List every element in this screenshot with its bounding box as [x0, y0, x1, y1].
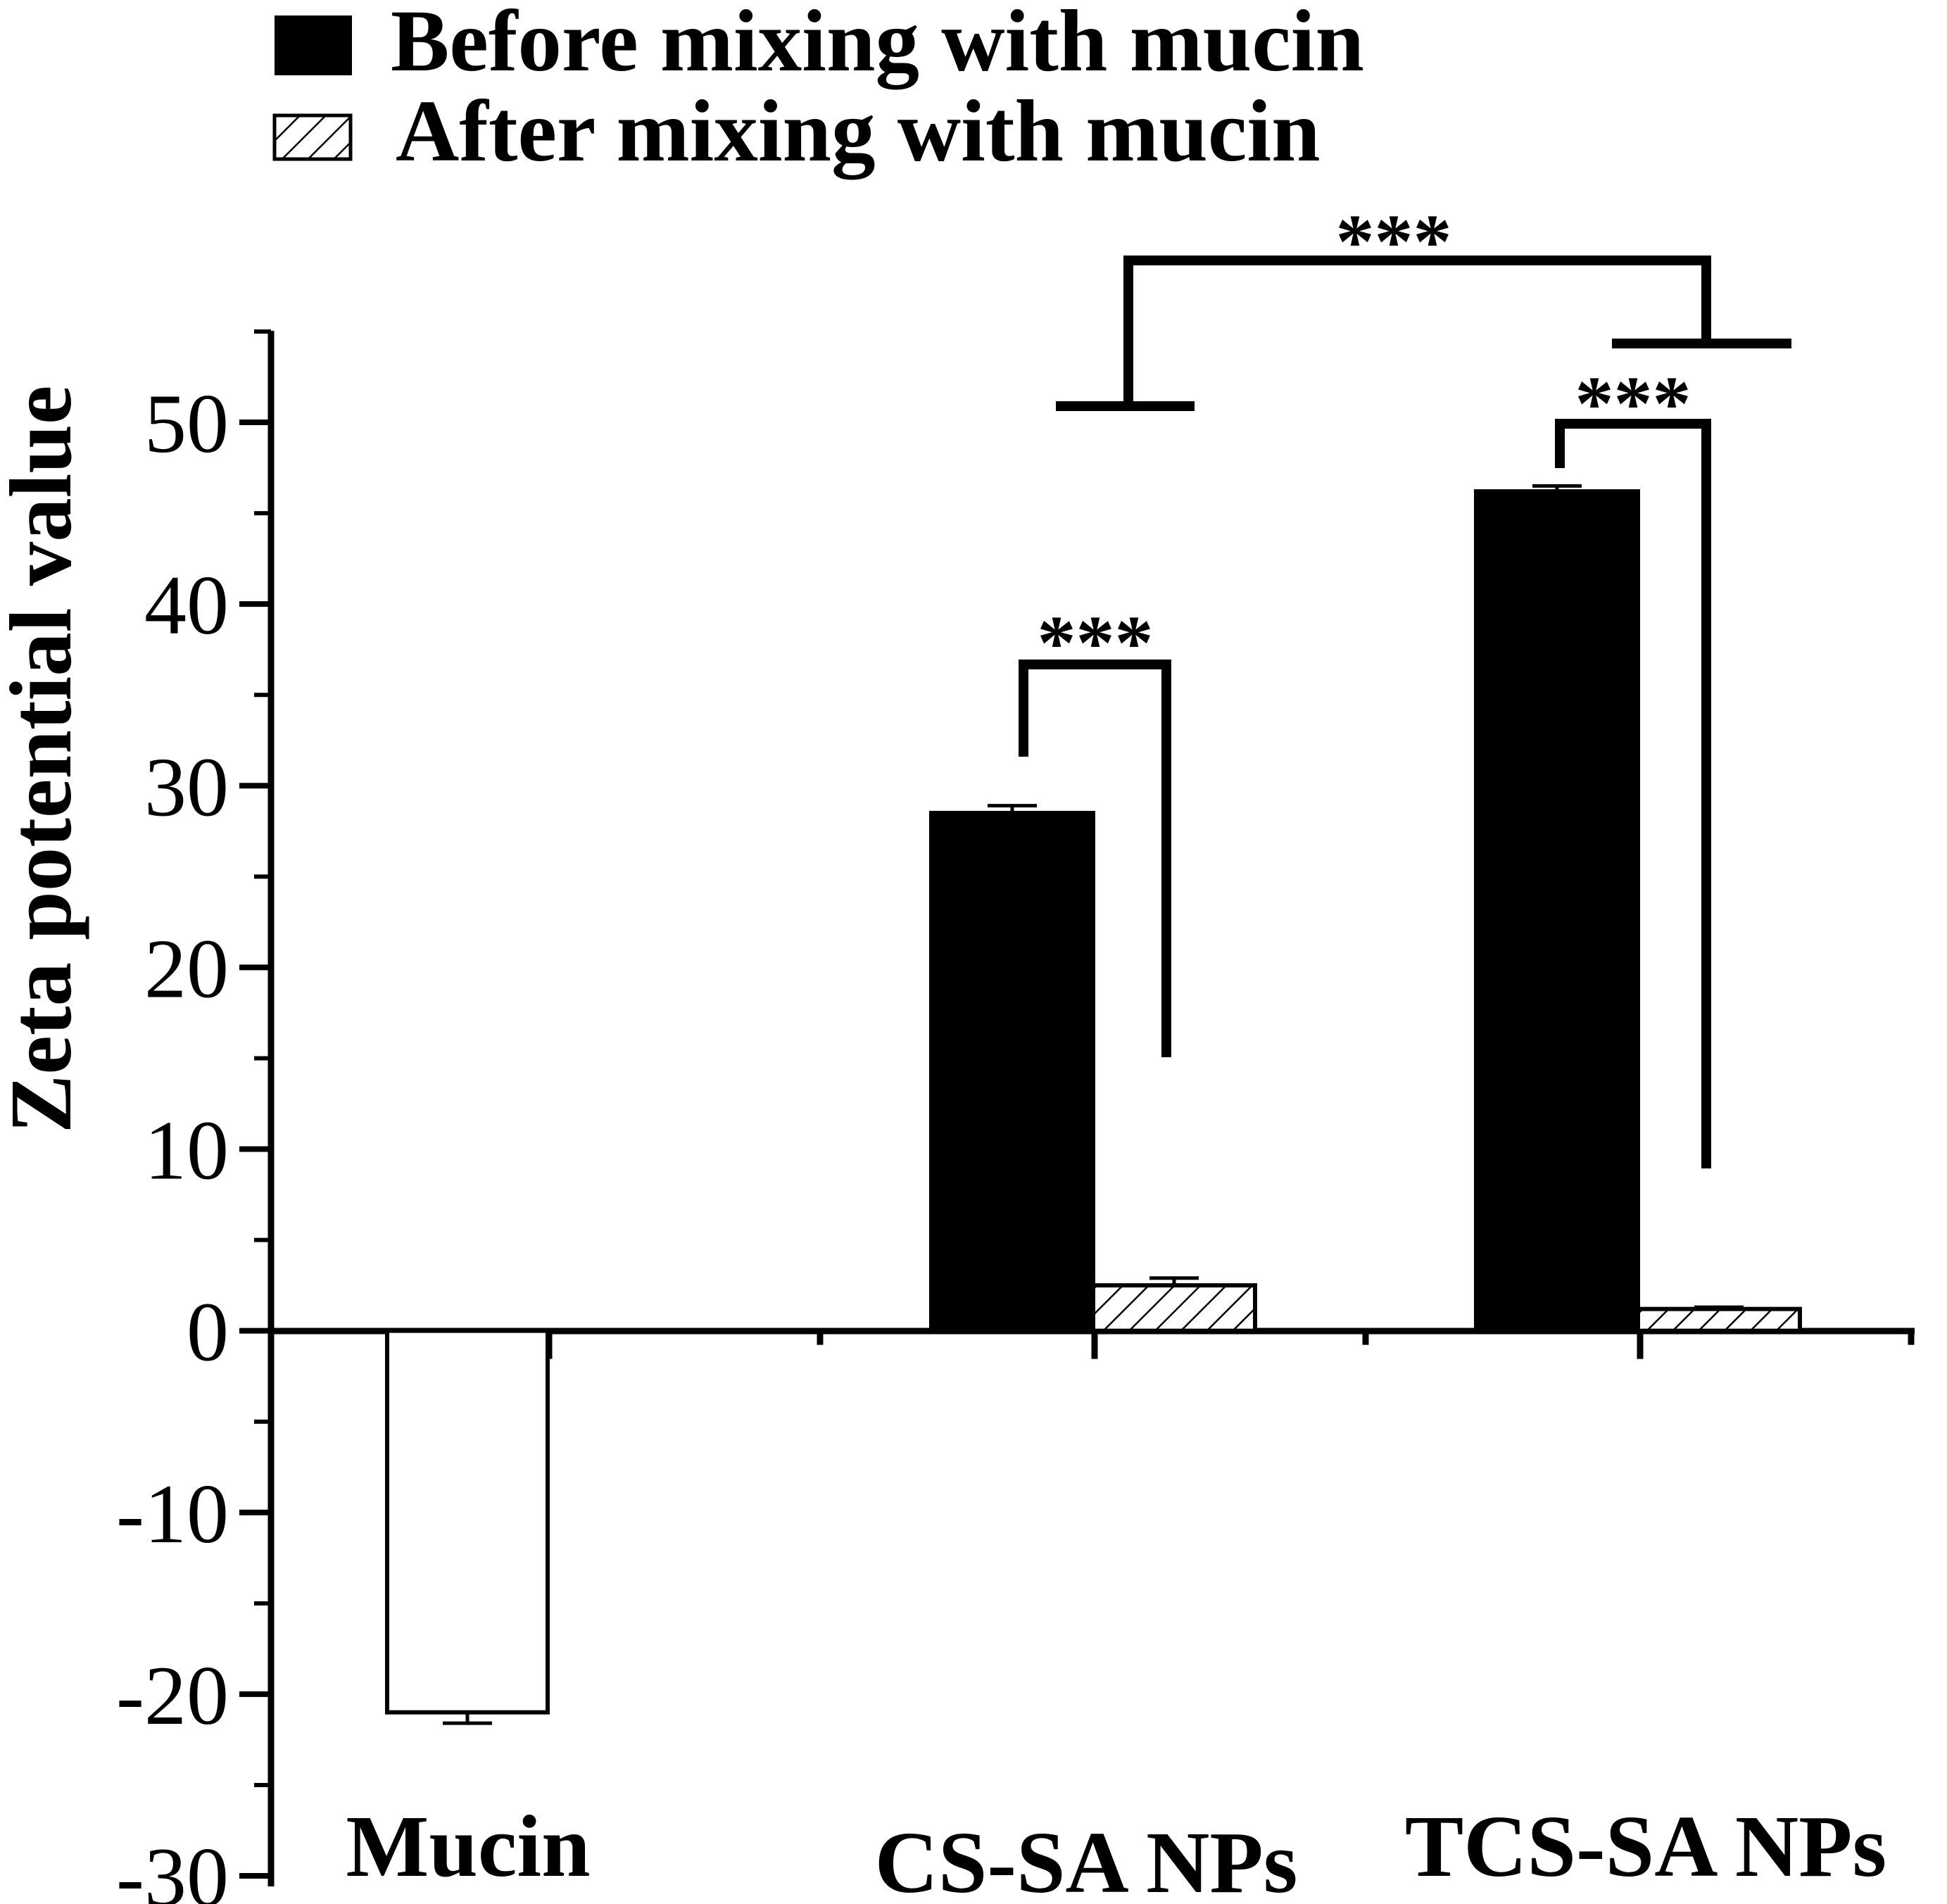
y-tick-label: -20: [116, 1648, 229, 1742]
y-tick-label: 10: [144, 1104, 229, 1197]
bracket-between-groups: [1123, 256, 1711, 406]
y-tick-label: -30: [116, 1830, 229, 1904]
x-ticks: [546, 1330, 1915, 1359]
significance-label-cs-sa: ***: [1038, 600, 1154, 686]
category-label-cs-sa-nps: CS-SA NPs: [875, 1815, 1298, 1904]
bars: [385, 484, 1802, 1725]
y-tick-label: -10: [116, 1467, 229, 1561]
bar-mucin: [385, 1328, 550, 1715]
bracket-cs-sa: [1019, 660, 1171, 1057]
y-tick-label: 20: [144, 921, 229, 1015]
bar-before-1: [929, 810, 1095, 1333]
bar-after-2: [1636, 1306, 1802, 1333]
significance-brackets: [1019, 256, 1791, 1168]
significance-label-between-groups: ***: [1336, 198, 1452, 284]
significance-label-tcs-sa: ***: [1575, 360, 1691, 446]
y-axis-label: Zeta potential value: [0, 386, 90, 1133]
category-label-tcs-sa-nps: TCS-SA NPs: [1405, 1798, 1886, 1896]
y-ticks: -30 -20 -10 0 10 20 30 40 50: [116, 329, 271, 1904]
bar-after-1: [1091, 1283, 1257, 1333]
legend: Before mixing with mucin After mixing wi…: [272, 0, 1364, 180]
y-tick-label: 40: [144, 558, 229, 652]
category-label-mucin: Mucin: [346, 1798, 590, 1896]
y-tick-label: 50: [144, 377, 229, 470]
legend-label-before: Before mixing with mucin: [391, 0, 1364, 90]
y-tick-label: 30: [144, 740, 229, 833]
bar-before-2: [1474, 489, 1640, 1333]
legend-swatch-after: [272, 113, 353, 161]
legend-swatch-before: [275, 15, 352, 75]
axes: -30 -20 -10 0 10 20 30 40 50: [116, 329, 1915, 1904]
legend-label-after: After mixing with mucin: [396, 83, 1321, 180]
bracket-tcs-sa: [1555, 419, 1711, 1168]
y-tick-label: 0: [187, 1285, 229, 1379]
